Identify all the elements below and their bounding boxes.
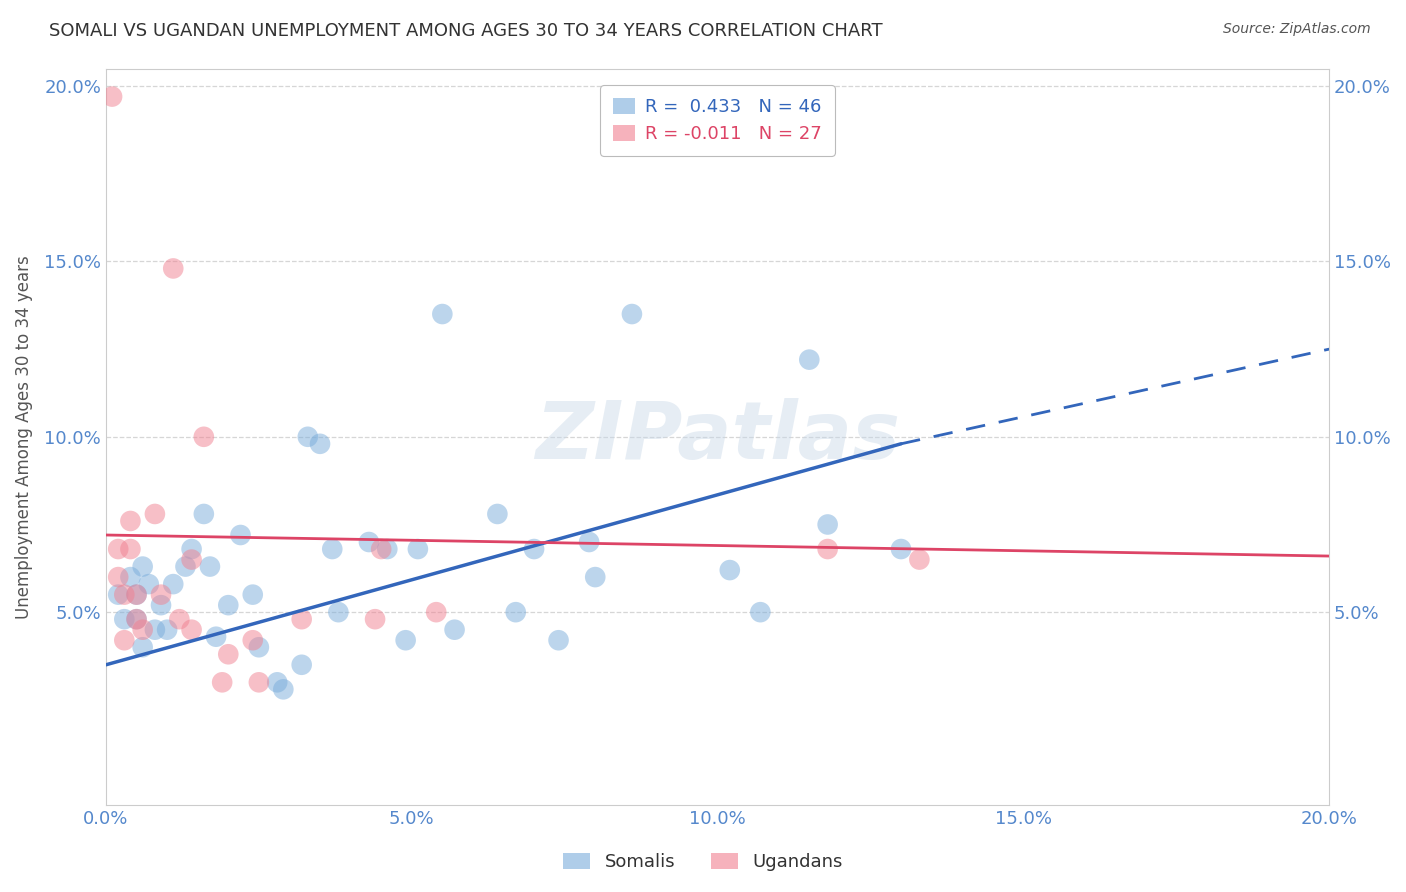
Point — [523, 542, 546, 557]
Text: SOMALI VS UGANDAN UNEMPLOYMENT AMONG AGES 30 TO 34 YEARS CORRELATION CHART: SOMALI VS UGANDAN UNEMPLOYMENT AMONG AGE… — [49, 22, 883, 40]
Point — [357, 535, 380, 549]
Point — [180, 623, 202, 637]
Point — [375, 542, 398, 557]
Point — [217, 647, 239, 661]
Point — [120, 542, 142, 557]
Point — [120, 570, 142, 584]
Point — [395, 633, 418, 648]
Point — [247, 640, 270, 655]
Point — [321, 542, 343, 557]
Point — [406, 542, 429, 557]
Point — [143, 507, 166, 521]
Point — [162, 577, 184, 591]
Text: ZIPatlas: ZIPatlas — [536, 398, 900, 475]
Point — [799, 352, 821, 367]
Point — [211, 675, 233, 690]
Point — [309, 437, 332, 451]
Point — [120, 514, 142, 528]
Point — [101, 89, 124, 103]
Legend: Somalis, Ugandans: Somalis, Ugandans — [555, 846, 851, 879]
Point — [583, 570, 606, 584]
Point — [180, 552, 202, 566]
Point — [112, 612, 135, 626]
Point — [125, 588, 148, 602]
Point — [908, 552, 931, 566]
Point — [169, 612, 191, 626]
Point — [817, 517, 839, 532]
Point — [174, 559, 197, 574]
Point — [242, 588, 264, 602]
Point — [156, 623, 179, 637]
Point — [198, 559, 221, 574]
Point — [205, 630, 228, 644]
Point — [443, 623, 465, 637]
Point — [125, 612, 148, 626]
Point — [328, 605, 350, 619]
Point — [125, 612, 148, 626]
Point — [297, 430, 319, 444]
Point — [229, 528, 252, 542]
Point — [193, 430, 215, 444]
Point — [217, 598, 239, 612]
Point — [749, 605, 772, 619]
Text: Source: ZipAtlas.com: Source: ZipAtlas.com — [1223, 22, 1371, 37]
Point — [150, 598, 173, 612]
Point — [131, 559, 153, 574]
Point — [193, 507, 215, 521]
Point — [486, 507, 509, 521]
Point — [107, 542, 129, 557]
Point — [718, 563, 741, 577]
Point — [107, 588, 129, 602]
Point — [620, 307, 643, 321]
Point — [247, 675, 270, 690]
Point — [578, 535, 600, 549]
Point — [364, 612, 387, 626]
Point — [291, 657, 314, 672]
Point — [131, 623, 153, 637]
Legend: R =  0.433   N = 46, R = -0.011   N = 27: R = 0.433 N = 46, R = -0.011 N = 27 — [600, 85, 835, 156]
Point — [107, 570, 129, 584]
Point — [266, 675, 288, 690]
Point — [817, 542, 839, 557]
Point — [425, 605, 447, 619]
Point — [150, 588, 173, 602]
Point — [242, 633, 264, 648]
Point — [432, 307, 454, 321]
Point — [162, 261, 184, 276]
Point — [291, 612, 314, 626]
Point — [143, 623, 166, 637]
Point — [370, 542, 392, 557]
Y-axis label: Unemployment Among Ages 30 to 34 years: Unemployment Among Ages 30 to 34 years — [15, 255, 32, 619]
Point — [112, 588, 135, 602]
Point — [890, 542, 912, 557]
Point — [180, 542, 202, 557]
Point — [125, 588, 148, 602]
Point — [273, 682, 295, 697]
Point — [131, 640, 153, 655]
Point — [505, 605, 527, 619]
Point — [138, 577, 160, 591]
Point — [112, 633, 135, 648]
Point — [547, 633, 569, 648]
